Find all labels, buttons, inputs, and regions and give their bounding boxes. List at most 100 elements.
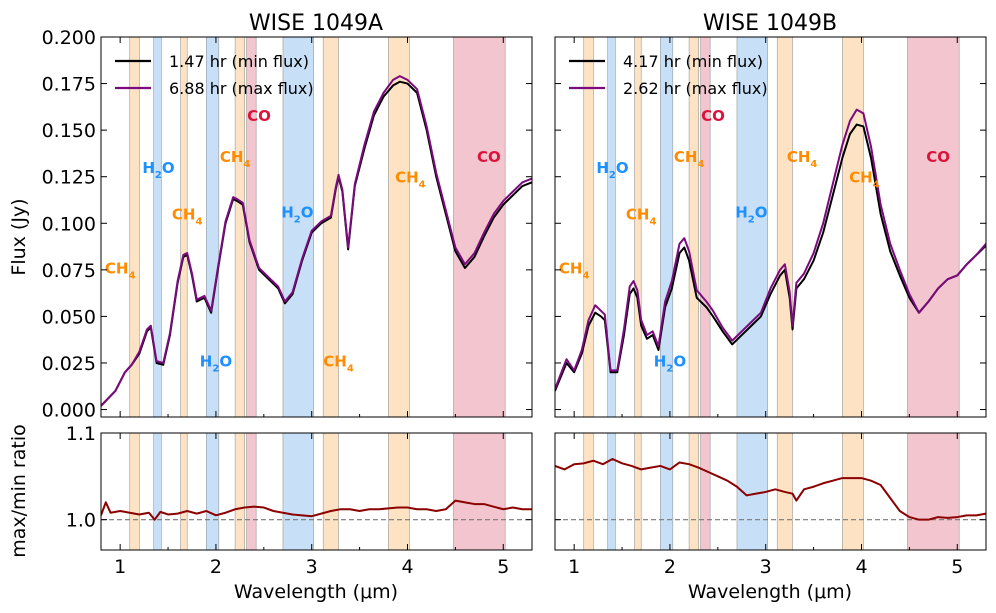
band-h2o-1	[153, 433, 162, 550]
band-co-9	[453, 37, 506, 417]
band-label-3: H2O	[654, 353, 686, 375]
panel-2-plot-area	[101, 433, 532, 550]
band-ch4-7	[322, 37, 339, 417]
title-right: WISE 1049B	[703, 11, 837, 36]
panel-frame	[100, 432, 533, 551]
band-label-0: CH4	[559, 260, 590, 282]
band-h2o-3	[206, 433, 220, 550]
band-label-1: H2O	[596, 159, 628, 181]
band-label-8: CH4	[395, 168, 426, 190]
band-h2o-1	[153, 37, 162, 417]
band-ch4-7	[776, 37, 793, 417]
band-ch4-8	[388, 433, 410, 550]
band-ch4-2	[180, 433, 188, 550]
x-tick-label: 5	[497, 556, 509, 578]
series-line-1	[555, 108, 986, 390]
band-h2o-6	[736, 37, 768, 417]
x-axis-label-right: Wavelength (μm)	[688, 581, 852, 603]
legend: 1.47 hr (min flux) 6.88 hr (max flux)	[115, 52, 314, 98]
panels: CH4 H2O CH4 H2O CH4 CO H2O CH4 CH4 CO 0.000 0.025 0.…	[42, 27, 987, 578]
series-line-0	[555, 458, 986, 521]
band-co-9	[907, 433, 960, 550]
band-label-5: CO	[701, 107, 725, 125]
band-ch4-0	[583, 433, 594, 550]
legend-label-0: 1.47 hr (min flux)	[169, 52, 309, 71]
band-co-9	[453, 433, 506, 550]
y-tick-label: 0.150	[42, 120, 96, 142]
band-label-4: CH4	[674, 148, 705, 170]
band-ch4-4	[688, 37, 699, 417]
panel-frame	[554, 36, 987, 418]
band-label-7: CH4	[323, 353, 354, 375]
legend-label-0: 4.17 hr (min flux)	[623, 52, 763, 71]
panel-3: 1 2 3 4 5	[554, 432, 987, 578]
band-h2o-6	[282, 433, 314, 550]
band-ch4-4	[234, 433, 245, 550]
band-ch4-2	[180, 37, 188, 417]
panel-frame	[100, 36, 533, 418]
panel-2: 1 2 3 4 5 1.0 1.1	[66, 423, 533, 578]
x-tick-label: 4	[401, 556, 413, 578]
y-tick-label: 0.200	[42, 27, 96, 49]
band-ch4-4	[234, 37, 245, 417]
y-axis-label-bottom: max/min ratio	[8, 424, 30, 557]
band-ch4-7	[322, 433, 339, 550]
band-co-5	[246, 433, 257, 550]
legend-label-1: 2.62 hr (max flux)	[623, 79, 768, 98]
band-label-9: CO	[477, 148, 501, 166]
x-tick-label: 1	[114, 556, 126, 578]
panel-frame	[554, 432, 987, 551]
band-ch4-4	[688, 433, 699, 550]
y-axis-label-top: Flux (Jy)	[8, 198, 30, 275]
band-ch4-8	[388, 37, 410, 417]
x-tick-label: 2	[210, 556, 222, 578]
band-label-8: CH4	[849, 168, 880, 190]
x-tick-label: 5	[951, 556, 963, 578]
band-ch4-2	[634, 433, 642, 550]
band-label-2: CH4	[626, 206, 657, 228]
panel-0: CH4 H2O CH4 H2O CH4 CO H2O CH4 CH4 CO 0.000 0.025 0.…	[42, 27, 533, 422]
band-label-7: CH4	[787, 148, 818, 170]
band-co-5	[700, 433, 711, 550]
series-line-1	[101, 75, 532, 407]
band-label-4: CH4	[220, 148, 251, 170]
band-ch4-0	[129, 37, 140, 417]
legend: 4.17 hr (min flux) 2.62 hr (max flux)	[569, 52, 768, 98]
band-label-3: H2O	[200, 353, 232, 375]
x-tick-label: 3	[306, 556, 318, 578]
y-tick-label: 1.1	[66, 423, 96, 445]
panel-1-plot-area	[555, 37, 986, 417]
band-ch4-0	[129, 433, 140, 550]
band-label-0: CH4	[105, 260, 136, 282]
panel-0-plot-area	[101, 37, 532, 417]
band-ch4-8	[842, 433, 864, 550]
y-tick-label: 0.075	[42, 260, 96, 282]
x-tick-label: 2	[664, 556, 676, 578]
x-tick-label: 4	[855, 556, 867, 578]
x-tick-label: 3	[760, 556, 772, 578]
band-h2o-6	[282, 37, 314, 417]
band-ch4-0	[583, 37, 594, 417]
band-label-2: CH4	[172, 206, 203, 228]
band-h2o-1	[607, 433, 616, 550]
band-label-9: CO	[926, 148, 950, 166]
band-h2o-3	[206, 37, 220, 417]
legend-label-1: 6.88 hr (max flux)	[169, 79, 314, 98]
x-tick-label: 1	[568, 556, 580, 578]
y-tick-label: 0.050	[42, 306, 96, 328]
y-tick-label: 0.025	[42, 353, 96, 375]
band-co-5	[700, 37, 711, 417]
band-label-1: H2O	[142, 159, 174, 181]
panel-3-plot-area	[555, 433, 986, 550]
series-line-0	[101, 499, 532, 521]
band-ch4-2	[634, 37, 642, 417]
band-co-9	[907, 37, 960, 417]
y-tick-label: 0.175	[42, 74, 96, 96]
title-left: WISE 1049A	[249, 11, 383, 36]
band-ch4-8	[842, 37, 864, 417]
y-tick-label: 0.125	[42, 167, 96, 189]
band-label-6: H2O	[735, 204, 767, 226]
band-h2o-1	[607, 37, 616, 417]
y-tick-label: 0.000	[42, 400, 96, 422]
